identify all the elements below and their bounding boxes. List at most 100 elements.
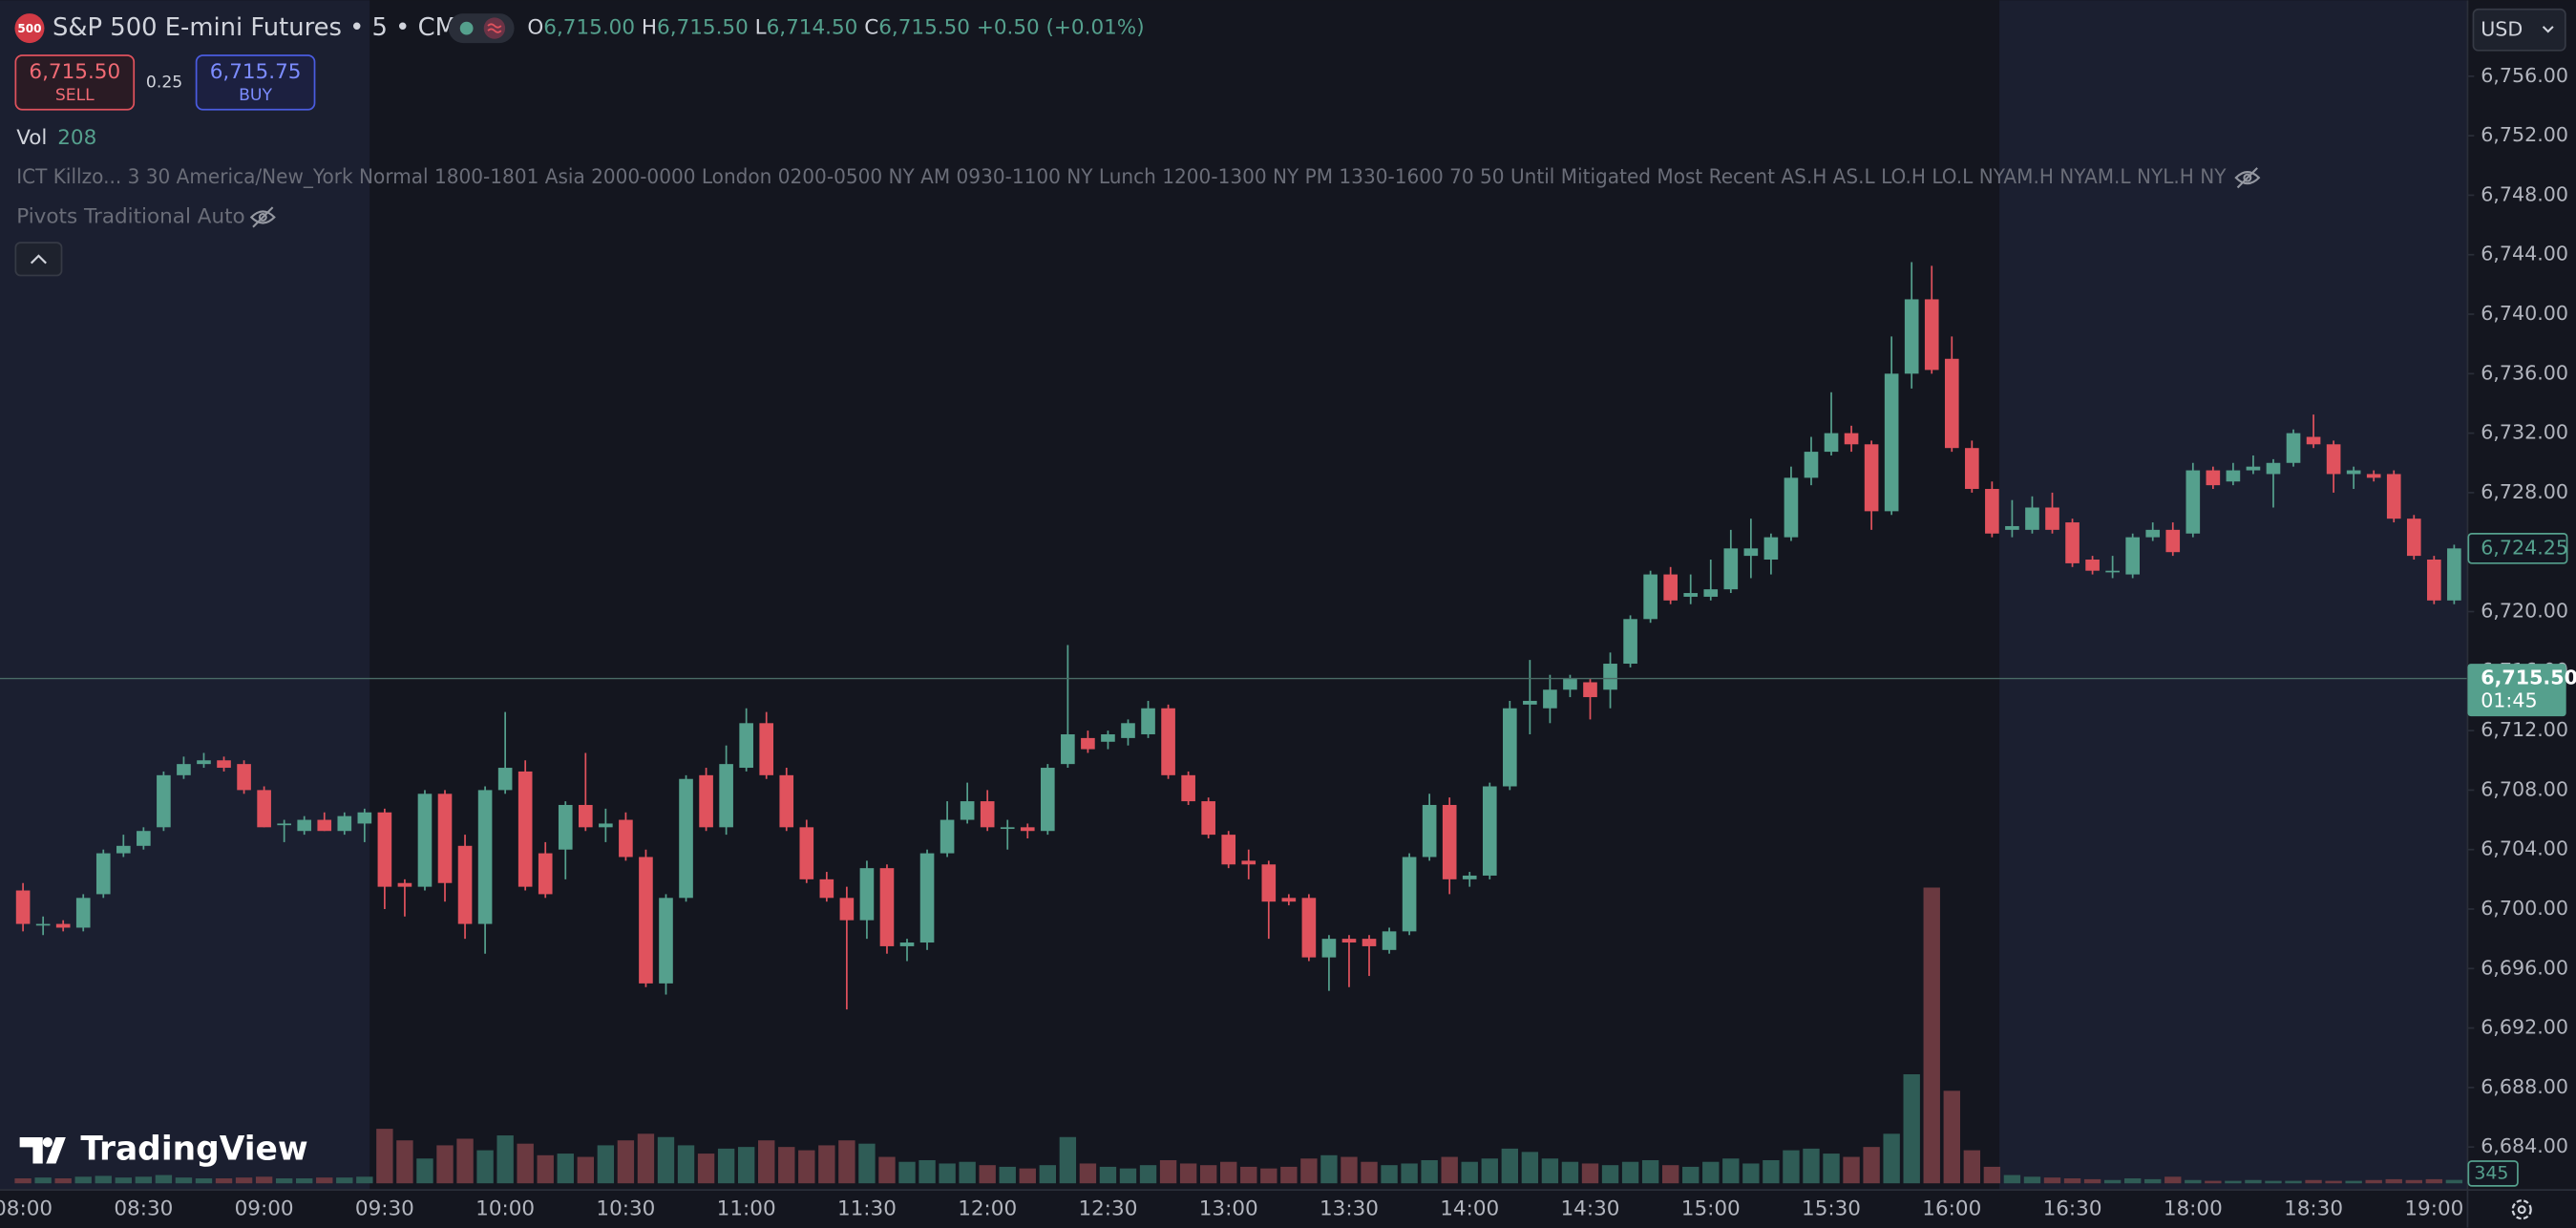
- volume-bar: [2083, 1178, 2101, 1184]
- tradingview-logo[interactable]: TradingView: [19, 1130, 308, 1168]
- volume-bar: [316, 1177, 333, 1184]
- candle-body: [2286, 433, 2301, 463]
- volume-bar: [1823, 1154, 1840, 1184]
- y-tick-label: 6,732.00: [2481, 421, 2568, 444]
- candle-body: [1362, 939, 1377, 946]
- volume-bar: [1903, 1074, 1920, 1184]
- hidden-eye-icon[interactable]: [2234, 167, 2261, 189]
- x-tick-label: 12:30: [1078, 1197, 1137, 1221]
- candle-body: [2125, 537, 2140, 575]
- y-tick-label: 6,708.00: [2481, 777, 2568, 800]
- volume-bar: [135, 1176, 153, 1184]
- volume-bar: [155, 1175, 173, 1184]
- logo-text: TradingView: [80, 1130, 307, 1168]
- candle-body: [899, 942, 915, 946]
- x-tick-label: 08:00: [0, 1197, 53, 1221]
- x-tick-label: 14:00: [1440, 1197, 1499, 1221]
- candle-body: [95, 853, 111, 895]
- hidden-eye-icon[interactable]: [249, 206, 276, 228]
- candle-body: [2145, 529, 2161, 538]
- axes: 6,756.00 6,752.00 6,748.00 6,744.00 6,740.00…: [0, 64, 2576, 1221]
- currency-select[interactable]: [2472, 8, 2566, 52]
- candle-body: [2005, 525, 2019, 530]
- y-tick-label: 6,712.00: [2481, 718, 2568, 741]
- candle-body: [2266, 462, 2281, 475]
- close-tag-label: 6,724.25: [2481, 536, 2568, 559]
- candle-body: [1161, 708, 1175, 775]
- indicator-legend[interactable]: Pivots Traditional Auto: [16, 204, 245, 228]
- volume-bar: [758, 1140, 775, 1184]
- volume-bar: [34, 1177, 52, 1184]
- volume-bar: [597, 1145, 615, 1184]
- volume-bar: [1481, 1158, 1498, 1184]
- y-tick-label: 6,748.00: [2481, 182, 2568, 205]
- y-tick-label: 6,692.00: [2481, 1016, 2568, 1039]
- volume-bar: [1783, 1150, 1800, 1184]
- x-tick-label: 15:30: [1802, 1197, 1861, 1221]
- candle-body: [639, 857, 653, 984]
- candle-body: [1523, 700, 1537, 705]
- candle-body: [1663, 574, 1678, 601]
- candle-body: [1041, 768, 1055, 832]
- volume-bar: [2425, 1178, 2443, 1184]
- ohlc-label: C: [864, 16, 878, 40]
- x-tick-label: 09:00: [235, 1197, 294, 1221]
- volume-tag: [2467, 1160, 2519, 1187]
- candle-body: [2326, 444, 2341, 475]
- volume-bar: [2325, 1180, 2342, 1184]
- volume-bar: [2123, 1178, 2142, 1184]
- volume-bar: [2185, 1179, 2202, 1184]
- volume-bar: [1923, 887, 1940, 1184]
- buy-button[interactable]: [195, 54, 316, 111]
- volume-bar: [456, 1138, 474, 1184]
- volume-bar: [1039, 1165, 1057, 1184]
- volume-bar: [1883, 1133, 1900, 1184]
- candle-body: [1261, 864, 1277, 902]
- candle-body: [477, 790, 493, 924]
- volume-bar: [95, 1175, 112, 1184]
- candle-body: [879, 868, 895, 946]
- candle-body: [357, 812, 372, 824]
- x-tick-label: 13:30: [1320, 1197, 1379, 1221]
- volume-bar: [1601, 1165, 1619, 1184]
- x-tick-label: 18:30: [2284, 1197, 2343, 1221]
- x-tick-label: 16:00: [1922, 1197, 1981, 1221]
- candle-body: [2447, 548, 2461, 601]
- plot-area: [0, 262, 2468, 1184]
- settings-icon[interactable]: [2511, 1199, 2532, 1220]
- volume-bar: [1461, 1161, 1478, 1184]
- volume-bar: [1019, 1168, 1036, 1184]
- candle-body: [1442, 804, 1457, 879]
- candle-body: [2105, 570, 2120, 573]
- volume-bar: [1641, 1159, 1659, 1184]
- x-tick-label: 11:30: [837, 1197, 897, 1221]
- volume-bar: [657, 1136, 675, 1184]
- candle-body: [1543, 689, 1557, 709]
- volume-legend-label[interactable]: Vol: [16, 126, 47, 150]
- volume-bar: [858, 1143, 876, 1184]
- candle-body: [799, 827, 814, 879]
- indicator-legend[interactable]: ICT Killzo... 3 30 America/New_York Norm…: [16, 165, 2227, 189]
- volume-bar: [336, 1177, 353, 1184]
- symbol-title[interactable]: S&P 500 E-mini Futures • 5 • CME: [53, 13, 472, 42]
- x-tick-label: 19:00: [2404, 1197, 2463, 1221]
- candle-body: [297, 819, 312, 832]
- volume-bar: [2245, 1179, 2262, 1184]
- volume-bar: [235, 1177, 253, 1184]
- candle-body: [1281, 898, 1297, 902]
- candle-body: [1402, 857, 1417, 932]
- volume-bar: [2365, 1179, 2382, 1184]
- candle-body: [1904, 299, 1919, 374]
- volume-bar: [215, 1178, 233, 1184]
- candle-body: [1784, 477, 1799, 538]
- candle-body: [1563, 678, 1577, 690]
- data-icon-glyph: [487, 23, 502, 33]
- candle-body: [859, 868, 875, 921]
- candle-body: [197, 760, 211, 765]
- sell-button[interactable]: [14, 54, 136, 111]
- eye-slash: [252, 206, 274, 228]
- collapse-button[interactable]: [14, 242, 63, 277]
- volume-bar: [255, 1176, 273, 1184]
- volume-bar: [14, 1178, 32, 1184]
